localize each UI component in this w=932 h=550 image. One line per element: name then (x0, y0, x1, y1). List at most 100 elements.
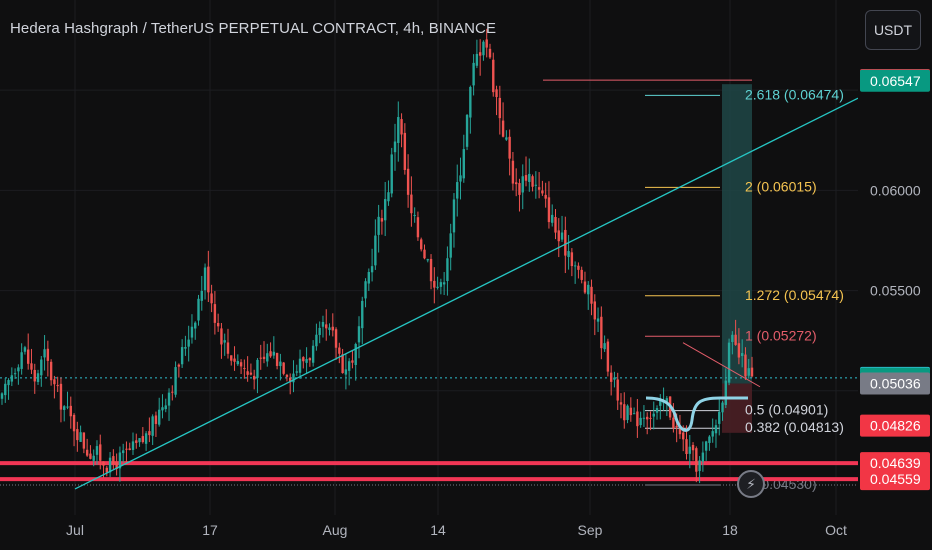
candle-body (583, 281, 587, 293)
candle-body (688, 446, 691, 454)
candle-body (508, 136, 511, 159)
candle-body (249, 372, 253, 375)
candle-body (252, 375, 256, 380)
candle-body (223, 340, 226, 343)
candle-body (131, 441, 135, 450)
candle-body (528, 173, 531, 182)
candle-body (347, 361, 351, 371)
candle-body (321, 322, 325, 327)
candle-body (27, 349, 30, 364)
candle-body (449, 233, 452, 258)
candle-body (678, 428, 682, 435)
candle-body (272, 351, 276, 356)
price-badge-label: 0.04639 (870, 455, 921, 471)
time-axis[interactable]: Jul 17 Aug 14 Sep 18 Oct (0, 515, 932, 550)
candle-body (695, 448, 698, 472)
position-zones (722, 84, 752, 433)
fib-label: 1.272 (0.05474) (745, 287, 844, 303)
price-badge-bg (860, 372, 930, 395)
candle-body (380, 218, 384, 222)
candle-body (524, 175, 528, 181)
candle-body (367, 272, 371, 284)
fib-label: 0.382 (0.04813) (745, 419, 844, 435)
candle-body (747, 368, 750, 376)
candle-body (518, 183, 521, 195)
time-tick-label: Jul (66, 522, 84, 538)
candle-body (492, 59, 495, 93)
candle-body (233, 358, 236, 362)
candle-body (397, 117, 400, 143)
candle-body (135, 440, 138, 443)
candle-body (629, 407, 633, 416)
price-badge: 0.05036 (860, 372, 930, 395)
candle-body (672, 417, 675, 429)
candle-body (462, 149, 465, 179)
candle-body (216, 323, 220, 327)
candle-body (46, 348, 50, 361)
candle-body (239, 362, 243, 367)
candle-body (708, 436, 711, 443)
candle-body (108, 457, 112, 473)
candle-body (544, 194, 547, 199)
candle-body (125, 448, 128, 450)
candle-body (361, 300, 364, 329)
stop-zone (722, 383, 752, 433)
candle-body (72, 414, 76, 432)
currency-button[interactable]: USDT (865, 10, 921, 50)
candle-body (554, 216, 557, 233)
candle-body (161, 407, 164, 411)
candle-body (0, 393, 4, 399)
candle-body (429, 258, 433, 282)
candle-body (292, 373, 295, 383)
candle-body (226, 342, 230, 354)
price-axis[interactable]: 0.055000.060000.065510.065470.050640.050… (858, 0, 932, 550)
candle-body (551, 214, 554, 223)
candle-body (115, 462, 118, 469)
candle-body (20, 352, 23, 369)
candle-body (731, 334, 734, 342)
lightning-icon[interactable]: ⚡ (737, 470, 765, 498)
candle-body (259, 357, 262, 359)
candle-body (95, 446, 99, 455)
candle-body (164, 405, 167, 410)
candle-body (269, 351, 272, 357)
candle-body (737, 343, 741, 358)
candle-body (420, 239, 423, 250)
candle-body (302, 357, 305, 362)
candle-body (485, 39, 488, 48)
candle-body (505, 137, 508, 140)
candle-body (174, 367, 177, 395)
fib-label: 1 (0.05272) (745, 327, 817, 343)
candlestick-series (0, 28, 754, 484)
drawing-overlays[interactable] (74, 97, 859, 490)
candle-body (364, 281, 367, 299)
candle-body (488, 48, 492, 58)
candle-body (387, 192, 390, 202)
candle-body (308, 358, 312, 361)
target-zone (722, 84, 752, 384)
candle-body (354, 344, 357, 365)
candle-body (374, 235, 377, 266)
fib-extension[interactable]: 2.618 (0.06474) 2 (0.06015) 1.272 (0.05474… (543, 79, 844, 492)
candle-body (118, 452, 122, 469)
candle-body (541, 190, 544, 194)
candle-body (649, 417, 652, 419)
candle-body (652, 413, 655, 417)
candle-body (66, 406, 69, 408)
candle-body (76, 429, 79, 441)
candle-body (325, 324, 328, 329)
support-lines[interactable] (0, 377, 858, 486)
candle-body (580, 269, 583, 280)
candle-body (289, 377, 292, 383)
candle-body (573, 265, 577, 267)
candle-body (17, 367, 20, 372)
candle-body (338, 347, 341, 354)
candle-body (318, 327, 321, 335)
price-tick-label: 0.06000 (870, 182, 921, 198)
candle-body (603, 343, 606, 350)
descending-trendline (682, 342, 761, 388)
candle-body (413, 214, 416, 216)
candle-body (655, 408, 659, 413)
candle-body (315, 334, 318, 347)
